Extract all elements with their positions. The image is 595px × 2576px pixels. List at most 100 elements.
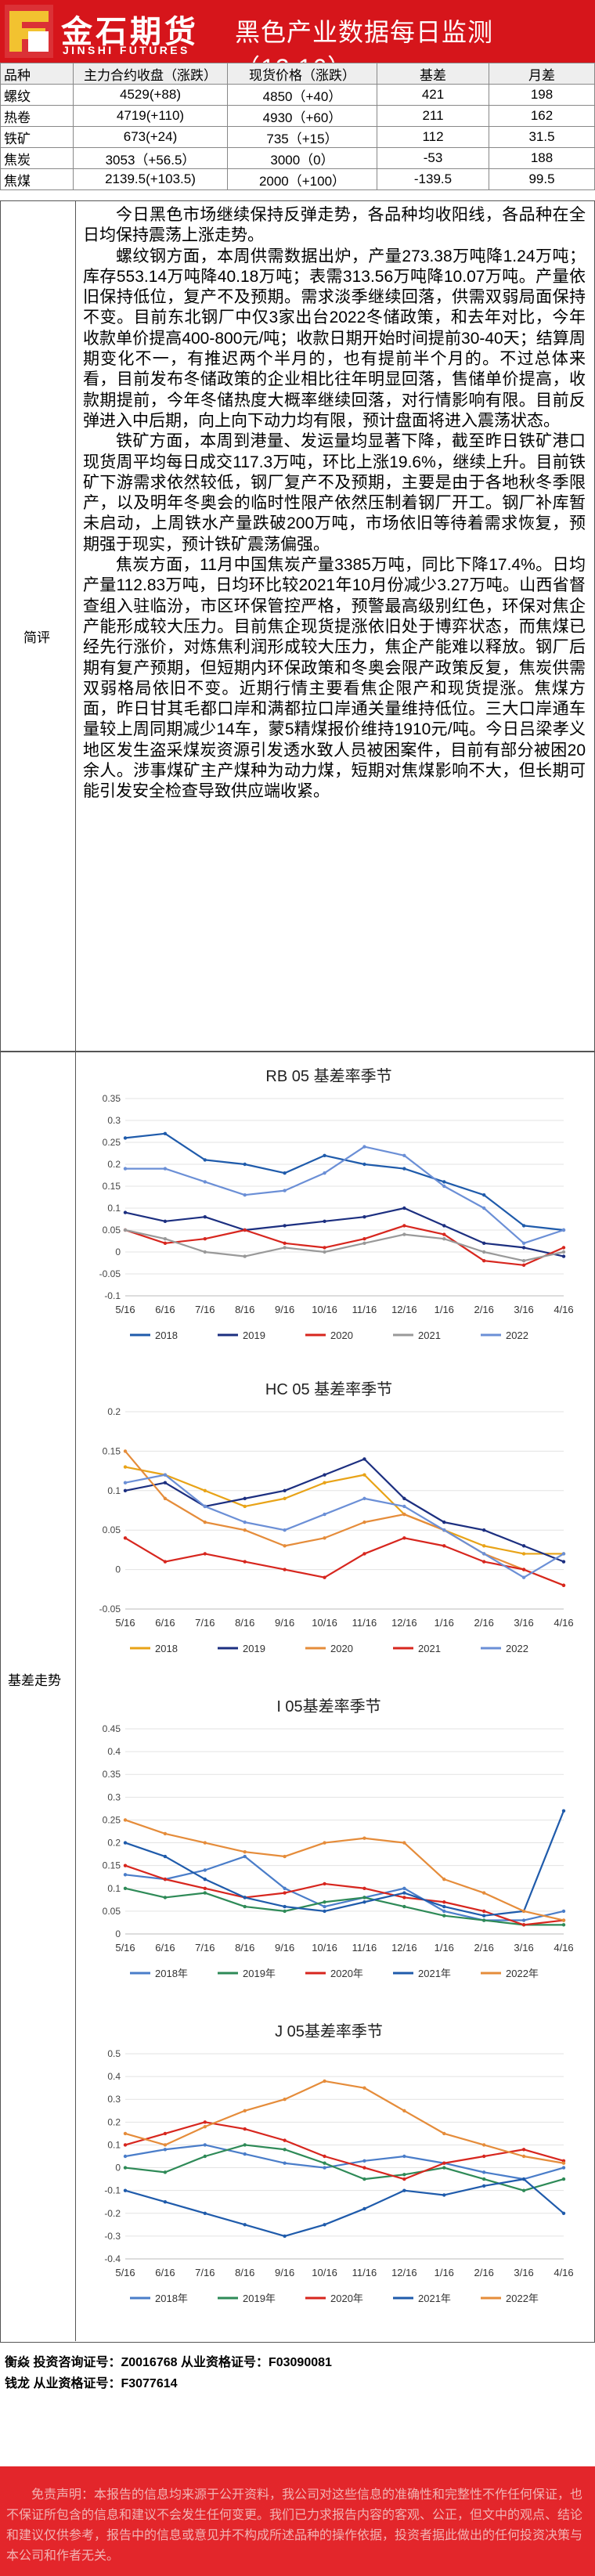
data-point (481, 1909, 486, 1914)
y-tick-label: 0.3 (107, 1791, 121, 1802)
series-line-3 (124, 2178, 564, 2237)
data-point (402, 1891, 406, 1895)
logo-text-cn: 金石期货 (61, 13, 199, 50)
data-point (521, 2154, 526, 2159)
series-line-1 (124, 1207, 564, 1257)
series-line-3 (124, 1228, 564, 1262)
data-point (521, 1259, 526, 1263)
data-point (163, 1831, 168, 1836)
data-point (402, 1224, 406, 1228)
data-point (442, 1900, 446, 1904)
legend-label: 2018年 (155, 2293, 188, 2304)
x-tick-label: 11/16 (352, 1942, 377, 1954)
data-point (123, 1488, 128, 1492)
j05-basis-chart: J 05基差率季节 -0.4 -0.3 -0.2 -0.1 0 0.1 0.2 0.3 0.4 0.… (104, 2022, 573, 2304)
data-point (323, 1171, 326, 1175)
data-point (123, 1136, 128, 1140)
x-tick-label: 1/16 (435, 2267, 454, 2278)
y-tick-label: 0.15 (103, 1181, 121, 1192)
data-point (561, 1228, 566, 1232)
data-point (323, 2079, 326, 2084)
y-tick-label: 0 (115, 1564, 121, 1575)
series-line-2 (124, 1450, 564, 1586)
data-point (481, 1193, 486, 1197)
data-point (561, 1809, 566, 1813)
series-line-2 (124, 1864, 564, 1926)
data-point (442, 2193, 446, 2197)
data-point (243, 1228, 247, 1232)
data-point (323, 2166, 326, 2170)
data-point (481, 1206, 486, 1210)
data-point (521, 1575, 526, 1579)
comment-paragraph: 铁矿方面，本周到港量、发运量均显著下降，截至昨日铁矿港口现货周平均每日成交117… (83, 432, 586, 554)
y-tick-label: 0 (115, 2163, 121, 2174)
y-tick-label: 0.05 (103, 1225, 121, 1236)
x-tick-label: 9/16 (275, 2267, 294, 2278)
x-tick-label: 1/16 (435, 1304, 454, 1315)
data-point (442, 2166, 446, 2170)
data-point (123, 1481, 128, 1485)
data-point (203, 1237, 207, 1241)
data-point (203, 1250, 207, 1254)
y-tick-label: -0.05 (99, 1604, 121, 1615)
data-point (323, 1900, 326, 1904)
data-point (402, 1153, 406, 1157)
data-point (203, 1552, 207, 1556)
data-point (521, 1224, 526, 1228)
legend-label: 2022 (506, 1329, 528, 1341)
x-tick-label: 3/16 (514, 1942, 533, 1954)
y-tick-label: 0.15 (103, 1445, 121, 1456)
data-point (481, 2177, 486, 2181)
data-point (481, 1241, 486, 1245)
chart-title: J 05基差率季节 (275, 2022, 383, 2040)
data-point (521, 1241, 526, 1245)
y-tick-label: 0.2 (107, 1406, 121, 1417)
logo-mark-icon (5, 5, 53, 58)
data-point (323, 1909, 326, 1914)
y-tick-label: 0 (115, 1247, 121, 1257)
y-tick-label: 0.25 (103, 1137, 121, 1148)
data-point (123, 1167, 128, 1171)
y-tick-label: 0.2 (107, 2116, 121, 2127)
y-tick-label: -0.3 (104, 2231, 121, 2242)
series-line-1 (124, 1887, 564, 1926)
data-point (362, 1836, 366, 1840)
data-point (362, 2159, 366, 2163)
data-point (203, 1841, 207, 1845)
data-point (442, 1909, 446, 1914)
series-line-1 (124, 1458, 564, 1563)
data-point (362, 1215, 366, 1219)
legend-label: 2020 (330, 1329, 353, 1341)
x-tick-label: 7/16 (195, 1617, 215, 1629)
data-point (402, 1504, 406, 1509)
quotes-header-row: 品种 主力合约收盘（涨跌） 现货价格（涨跌） 基差 月差 (0, 63, 595, 85)
x-tick-label: 6/16 (155, 1617, 175, 1629)
series-line-1 (124, 2144, 564, 2192)
data-point (323, 1536, 326, 1540)
data-point (243, 1904, 247, 1909)
x-tick-label: 8/16 (235, 1304, 254, 1315)
x-tick-label: 7/16 (195, 1304, 215, 1315)
x-tick-label: 8/16 (235, 2267, 254, 2278)
data-point (283, 1488, 287, 1492)
spread-value: 162 (489, 105, 595, 127)
y-tick-label: 0 (115, 1928, 121, 1939)
legend-label: 2018年 (155, 1968, 188, 1979)
data-point (521, 1552, 526, 1556)
basis-value: -139.5 (377, 168, 489, 190)
legend-label: 2020年 (330, 2293, 363, 2304)
x-tick-label: 5/16 (115, 1304, 135, 1315)
data-point (123, 1536, 128, 1540)
data-point (481, 2154, 486, 2159)
data-point (402, 1896, 406, 1900)
data-point (123, 2131, 128, 2136)
data-point (481, 1560, 486, 1564)
data-point (323, 1575, 326, 1579)
data-point (163, 2200, 168, 2204)
header-cell: 月差 (489, 63, 595, 85)
data-point (442, 1520, 446, 1524)
series-line-4 (125, 1145, 564, 1244)
data-point (362, 1886, 366, 1890)
basis-value: 421 (377, 84, 489, 106)
basis-divider (75, 1051, 76, 2341)
